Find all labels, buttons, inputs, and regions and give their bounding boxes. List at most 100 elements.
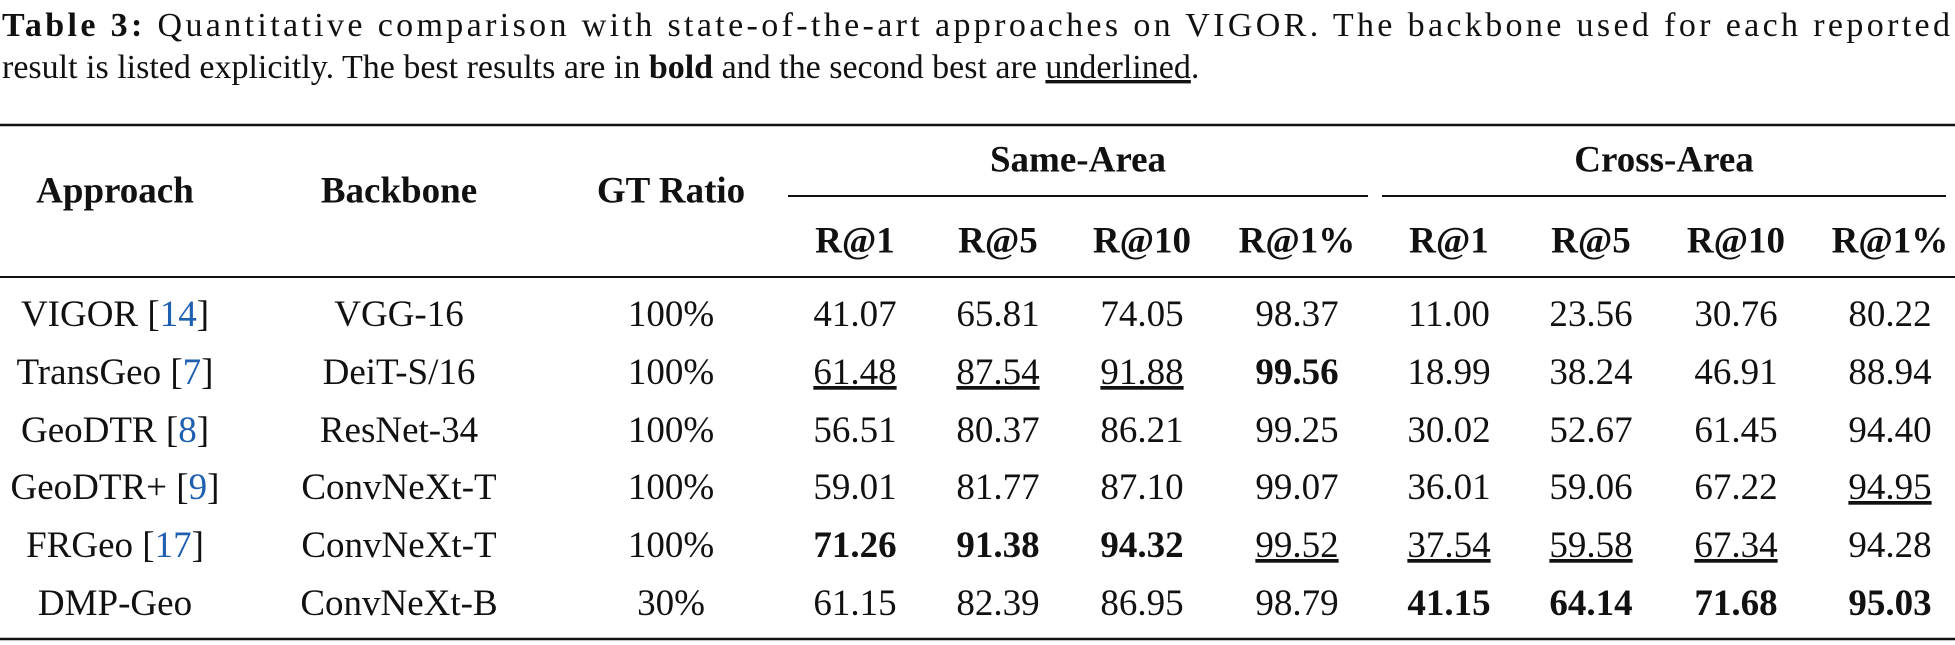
cell-text: 91.38 bbox=[956, 525, 1039, 566]
approach-cell: DMP-Geo bbox=[38, 583, 192, 624]
value-cell: 94.32 bbox=[1100, 525, 1183, 566]
value-cell: 99.52 bbox=[1255, 525, 1338, 566]
cell-text: 67.34 bbox=[1694, 525, 1777, 566]
cell-text: GeoDTR bbox=[21, 410, 157, 451]
cell-text: 100% bbox=[628, 352, 714, 393]
column-header: Backbone bbox=[321, 170, 477, 211]
value-cell: 87.54 bbox=[956, 352, 1039, 393]
caption-text: Quantitative comparison with state-of-th… bbox=[146, 7, 1950, 44]
cell-text: 74.05 bbox=[1100, 294, 1183, 335]
group-header: Cross-Area bbox=[1574, 139, 1754, 180]
value-cell: 86.21 bbox=[1100, 410, 1183, 451]
cell-text: 99.25 bbox=[1255, 410, 1338, 451]
cell-text: 99.07 bbox=[1255, 467, 1338, 508]
cell-text: 71.68 bbox=[1694, 583, 1777, 624]
cell-text: 86.21 bbox=[1100, 410, 1183, 451]
value-cell: 98.37 bbox=[1255, 294, 1338, 335]
metric-header: R@1% bbox=[1239, 220, 1356, 261]
value-cell: 99.07 bbox=[1255, 467, 1338, 508]
cell-text: DeiT-S/16 bbox=[323, 352, 476, 393]
cell-text: 61.48 bbox=[813, 352, 896, 393]
value-cell: 94.40 bbox=[1848, 410, 1931, 451]
caption-label: Table 3: bbox=[2, 7, 142, 44]
value-cell: 11.00 bbox=[1408, 294, 1490, 335]
caption-text: and the second best are bbox=[713, 49, 1045, 86]
value-cell: 86.95 bbox=[1100, 583, 1183, 624]
caption-text: underlined bbox=[1045, 49, 1190, 86]
cell-text: 100% bbox=[628, 294, 714, 335]
value-cell: 99.56 bbox=[1255, 352, 1338, 393]
cell-text: ConvNeXt-B bbox=[300, 583, 497, 624]
cell-text: 18.99 bbox=[1407, 352, 1490, 393]
value-cell: 37.54 bbox=[1407, 525, 1490, 566]
value-cell: 80.37 bbox=[956, 410, 1039, 451]
value-cell: 41.15 bbox=[1407, 583, 1490, 624]
cell-text: 94.32 bbox=[1100, 525, 1183, 566]
cell-text: VGG-16 bbox=[334, 294, 463, 335]
cell-text: 98.79 bbox=[1255, 583, 1338, 624]
value-cell: VGG-16 bbox=[334, 294, 463, 335]
cell-text: ResNet-34 bbox=[320, 410, 478, 451]
cell-text: 80.37 bbox=[956, 410, 1039, 451]
column-header: Approach bbox=[36, 170, 194, 211]
cell-text: 65.81 bbox=[956, 294, 1039, 335]
metric-header: R@1% bbox=[1832, 220, 1949, 261]
caption-text: . bbox=[1191, 49, 1200, 86]
cell-text: 80.22 bbox=[1848, 294, 1931, 335]
caption-line: result is listed explicitly. The best re… bbox=[2, 49, 1199, 86]
value-cell: 30.02 bbox=[1407, 410, 1490, 451]
value-cell: ConvNeXt-T bbox=[301, 525, 496, 566]
value-cell: 23.56 bbox=[1549, 294, 1632, 335]
approach-cell: TransGeo [7] bbox=[17, 352, 214, 393]
cell-text: 61.15 bbox=[813, 583, 896, 624]
value-cell: 99.25 bbox=[1255, 410, 1338, 451]
cell-text: 100% bbox=[628, 525, 714, 566]
cell-text: 59.06 bbox=[1549, 467, 1632, 508]
cell-text: 98.37 bbox=[1255, 294, 1338, 335]
cell-text: 52.67 bbox=[1549, 410, 1632, 451]
value-cell: ConvNeXt-T bbox=[301, 467, 496, 508]
cell-text: 61.45 bbox=[1694, 410, 1777, 451]
citation: [8] bbox=[166, 410, 209, 451]
approach-cell: GeoDTR+ [9] bbox=[11, 467, 220, 508]
cell-text: 82.39 bbox=[956, 583, 1039, 624]
value-cell: 59.58 bbox=[1549, 525, 1632, 566]
cell-text: 37.54 bbox=[1407, 525, 1490, 566]
cell-text: 81.77 bbox=[956, 467, 1039, 508]
cell-text: 56.51 bbox=[813, 410, 896, 451]
metric-header: R@10 bbox=[1687, 220, 1785, 261]
cell-text: 94.40 bbox=[1848, 410, 1931, 451]
metric-header: R@1 bbox=[815, 220, 895, 261]
value-cell: 95.03 bbox=[1848, 583, 1931, 624]
value-cell: 100% bbox=[628, 294, 714, 335]
value-cell: 61.48 bbox=[813, 352, 896, 393]
cell-text: 87.10 bbox=[1100, 467, 1183, 508]
value-cell: 88.94 bbox=[1848, 352, 1931, 393]
group-header: Same-Area bbox=[990, 139, 1166, 180]
value-cell: 30% bbox=[637, 583, 705, 624]
value-cell: 36.01 bbox=[1407, 467, 1490, 508]
value-cell: 67.34 bbox=[1694, 525, 1777, 566]
value-cell: 80.22 bbox=[1848, 294, 1931, 335]
value-cell: 18.99 bbox=[1407, 352, 1490, 393]
cell-text: 67.22 bbox=[1694, 467, 1777, 508]
approach-cell: GeoDTR [8] bbox=[21, 410, 209, 451]
citation: [14] bbox=[147, 294, 209, 335]
citation: [17] bbox=[142, 525, 204, 566]
value-cell: 61.45 bbox=[1694, 410, 1777, 451]
cell-text: ConvNeXt-T bbox=[301, 467, 496, 508]
value-cell: 30.76 bbox=[1694, 294, 1777, 335]
cell-text: 95.03 bbox=[1848, 583, 1931, 624]
value-cell: 94.95 bbox=[1848, 467, 1931, 508]
cell-text: 100% bbox=[628, 467, 714, 508]
value-cell: 71.68 bbox=[1694, 583, 1777, 624]
value-cell: 38.24 bbox=[1549, 352, 1632, 393]
value-cell: ResNet-34 bbox=[320, 410, 478, 451]
metric-header: R@5 bbox=[1551, 220, 1631, 261]
caption-line: Table 3: Quantitative comparison with st… bbox=[2, 7, 1950, 44]
value-cell: 74.05 bbox=[1100, 294, 1183, 335]
cell-text: 30% bbox=[637, 583, 705, 624]
cell-text: 59.58 bbox=[1549, 525, 1632, 566]
citation: [9] bbox=[176, 467, 219, 508]
